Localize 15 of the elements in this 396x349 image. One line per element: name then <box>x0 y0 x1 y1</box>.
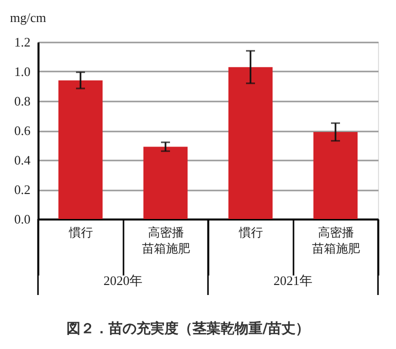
text: 図２．苗の充実度（茎葉乾物重/苗丈） <box>66 320 310 337</box>
y-tick-label: 0.0 <box>14 212 30 226</box>
y-tick-label: 1.0 <box>14 64 30 79</box>
x-tick-label: 高密播苗箱施肥 <box>312 226 360 256</box>
y-tick-label: 1.2 <box>14 34 30 50</box>
y-tick-label: 0.2 <box>14 182 30 197</box>
y-tick-label: 0.4 <box>14 152 31 168</box>
y-tick-label: 0.6 <box>14 123 31 138</box>
text: 2020年 <box>104 273 142 288</box>
y-axis-title: mg/cm <box>10 10 46 25</box>
y-tick-label: 0.8 <box>14 94 30 108</box>
x-tick-label: 慣行 <box>238 226 263 240</box>
x-tick-label: 高密播苗箱施肥 <box>142 226 190 256</box>
text: 2021年 <box>274 273 312 288</box>
x-tick-label: 慣行 <box>68 226 93 240</box>
